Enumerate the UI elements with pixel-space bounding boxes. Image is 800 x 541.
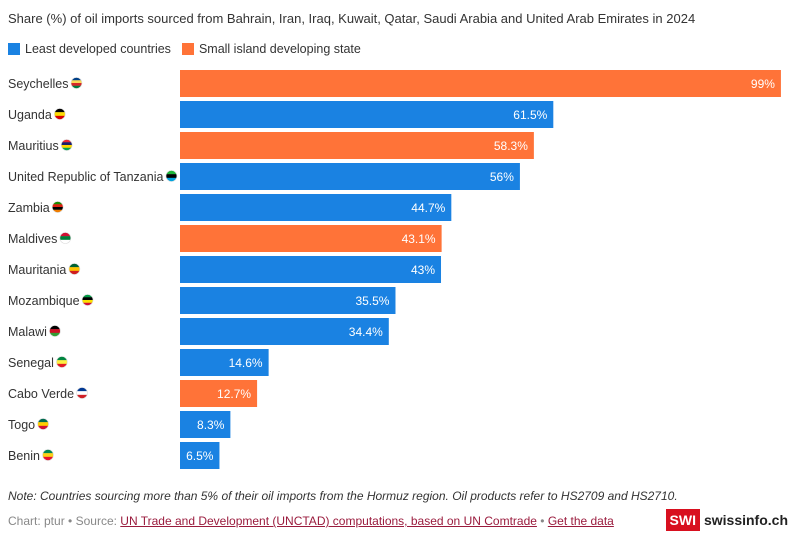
- bar[interactable]: [180, 194, 452, 221]
- zambia-flag-icon: [51, 201, 64, 213]
- bar[interactable]: [180, 225, 442, 252]
- bar-value-label: 58.3%: [494, 139, 528, 153]
- legend-item-small-island[interactable]: Small island developing state: [181, 42, 361, 56]
- chart-subtitle: Share (%) of oil imports sourced from Ba…: [8, 11, 696, 26]
- legend-item-least-developed[interactable]: Least developed countries: [8, 42, 171, 56]
- bar-value-label: 99%: [751, 77, 775, 91]
- bar-value-label: 56%: [490, 170, 514, 184]
- legend-label-least-developed: Least developed countries: [25, 42, 171, 56]
- legend-swatch-small-island: [181, 43, 194, 55]
- legend-swatch-least-developed: [8, 43, 20, 55]
- category-label: Mauritania: [8, 263, 66, 277]
- bar-value-label: 14.6%: [229, 356, 263, 370]
- bar[interactable]: [180, 442, 220, 469]
- chart-legend: Least developed countries Small island d…: [8, 42, 372, 56]
- bar[interactable]: [180, 411, 231, 438]
- malawi-flag-icon: [49, 325, 61, 337]
- category-label: United Republic of Tanzania: [8, 170, 163, 184]
- bar-value-label: 34.4%: [349, 325, 383, 339]
- category-label: Malawi: [8, 325, 47, 339]
- togo-flag-icon: [37, 418, 49, 430]
- bar-value-label: 12.7%: [217, 387, 251, 401]
- category-label: Togo: [8, 418, 35, 432]
- bar-value-label: 43%: [411, 263, 435, 277]
- bar-value-label: 44.7%: [411, 201, 445, 215]
- bar[interactable]: [180, 101, 554, 128]
- category-label: Senegal: [8, 356, 54, 370]
- category-label: Zambia: [8, 201, 50, 215]
- logo-box: SWI: [665, 509, 700, 531]
- chart-credit: Chart: ptur: [8, 514, 65, 528]
- bar-value-label: 43.1%: [402, 232, 436, 246]
- cabo-verde-flag-icon: [76, 387, 88, 399]
- legend-label-small-island: Small island developing state: [198, 42, 361, 56]
- bar-value-label: 6.5%: [186, 449, 214, 463]
- source-prefix: Source:: [75, 514, 117, 528]
- get-data-link[interactable]: Get the data: [547, 514, 614, 528]
- category-label: Uganda: [8, 108, 52, 122]
- bar[interactable]: [180, 380, 258, 407]
- bar-value-label: 8.3%: [197, 418, 225, 432]
- uganda-flag-icon: [53, 108, 66, 120]
- bar[interactable]: [180, 256, 442, 283]
- category-label: Mozambique: [8, 294, 80, 308]
- benin-flag-icon: [42, 449, 54, 461]
- swissinfo-logo-icon[interactable]: SWI swissinfo.ch: [665, 509, 788, 531]
- maldives-flag-icon: [59, 232, 72, 244]
- bar[interactable]: [180, 318, 389, 345]
- bar[interactable]: [180, 287, 396, 314]
- footer-separator: •: [68, 514, 73, 528]
- bar[interactable]: [180, 132, 534, 159]
- bar[interactable]: [180, 163, 520, 190]
- mozambique-flag-icon: [81, 294, 94, 306]
- category-label: Maldives: [8, 232, 57, 246]
- logo-name: swissinfo.ch: [703, 512, 788, 528]
- mauritania-flag-icon: [68, 263, 81, 275]
- seychelles-flag-icon: [70, 77, 83, 89]
- footer-separator: •: [540, 514, 545, 528]
- tanzania-flag-icon: [165, 170, 178, 182]
- bar-value-label: 35.5%: [355, 294, 389, 308]
- bar[interactable]: [180, 70, 781, 97]
- chart-footer: Chart: ptur • Source: UN Trade and Devel…: [8, 514, 614, 528]
- source-link[interactable]: UN Trade and Development (UNCTAD) comput…: [120, 514, 537, 528]
- category-label: Cabo Verde: [8, 387, 74, 401]
- chart-note: Note: Countries sourcing more than 5% of…: [8, 489, 678, 503]
- category-label: Mauritius: [8, 139, 59, 153]
- senegal-flag-icon: [56, 356, 68, 368]
- bar-chart: Seychelles 99% Uganda 61.5% Mauritius 58.3% Un…: [8, 70, 781, 469]
- category-label: Benin: [8, 449, 40, 463]
- category-label: Seychelles: [8, 77, 68, 91]
- bar-value-label: 61.5%: [513, 108, 547, 122]
- mauritius-flag-icon: [60, 139, 73, 151]
- bar[interactable]: [180, 349, 269, 376]
